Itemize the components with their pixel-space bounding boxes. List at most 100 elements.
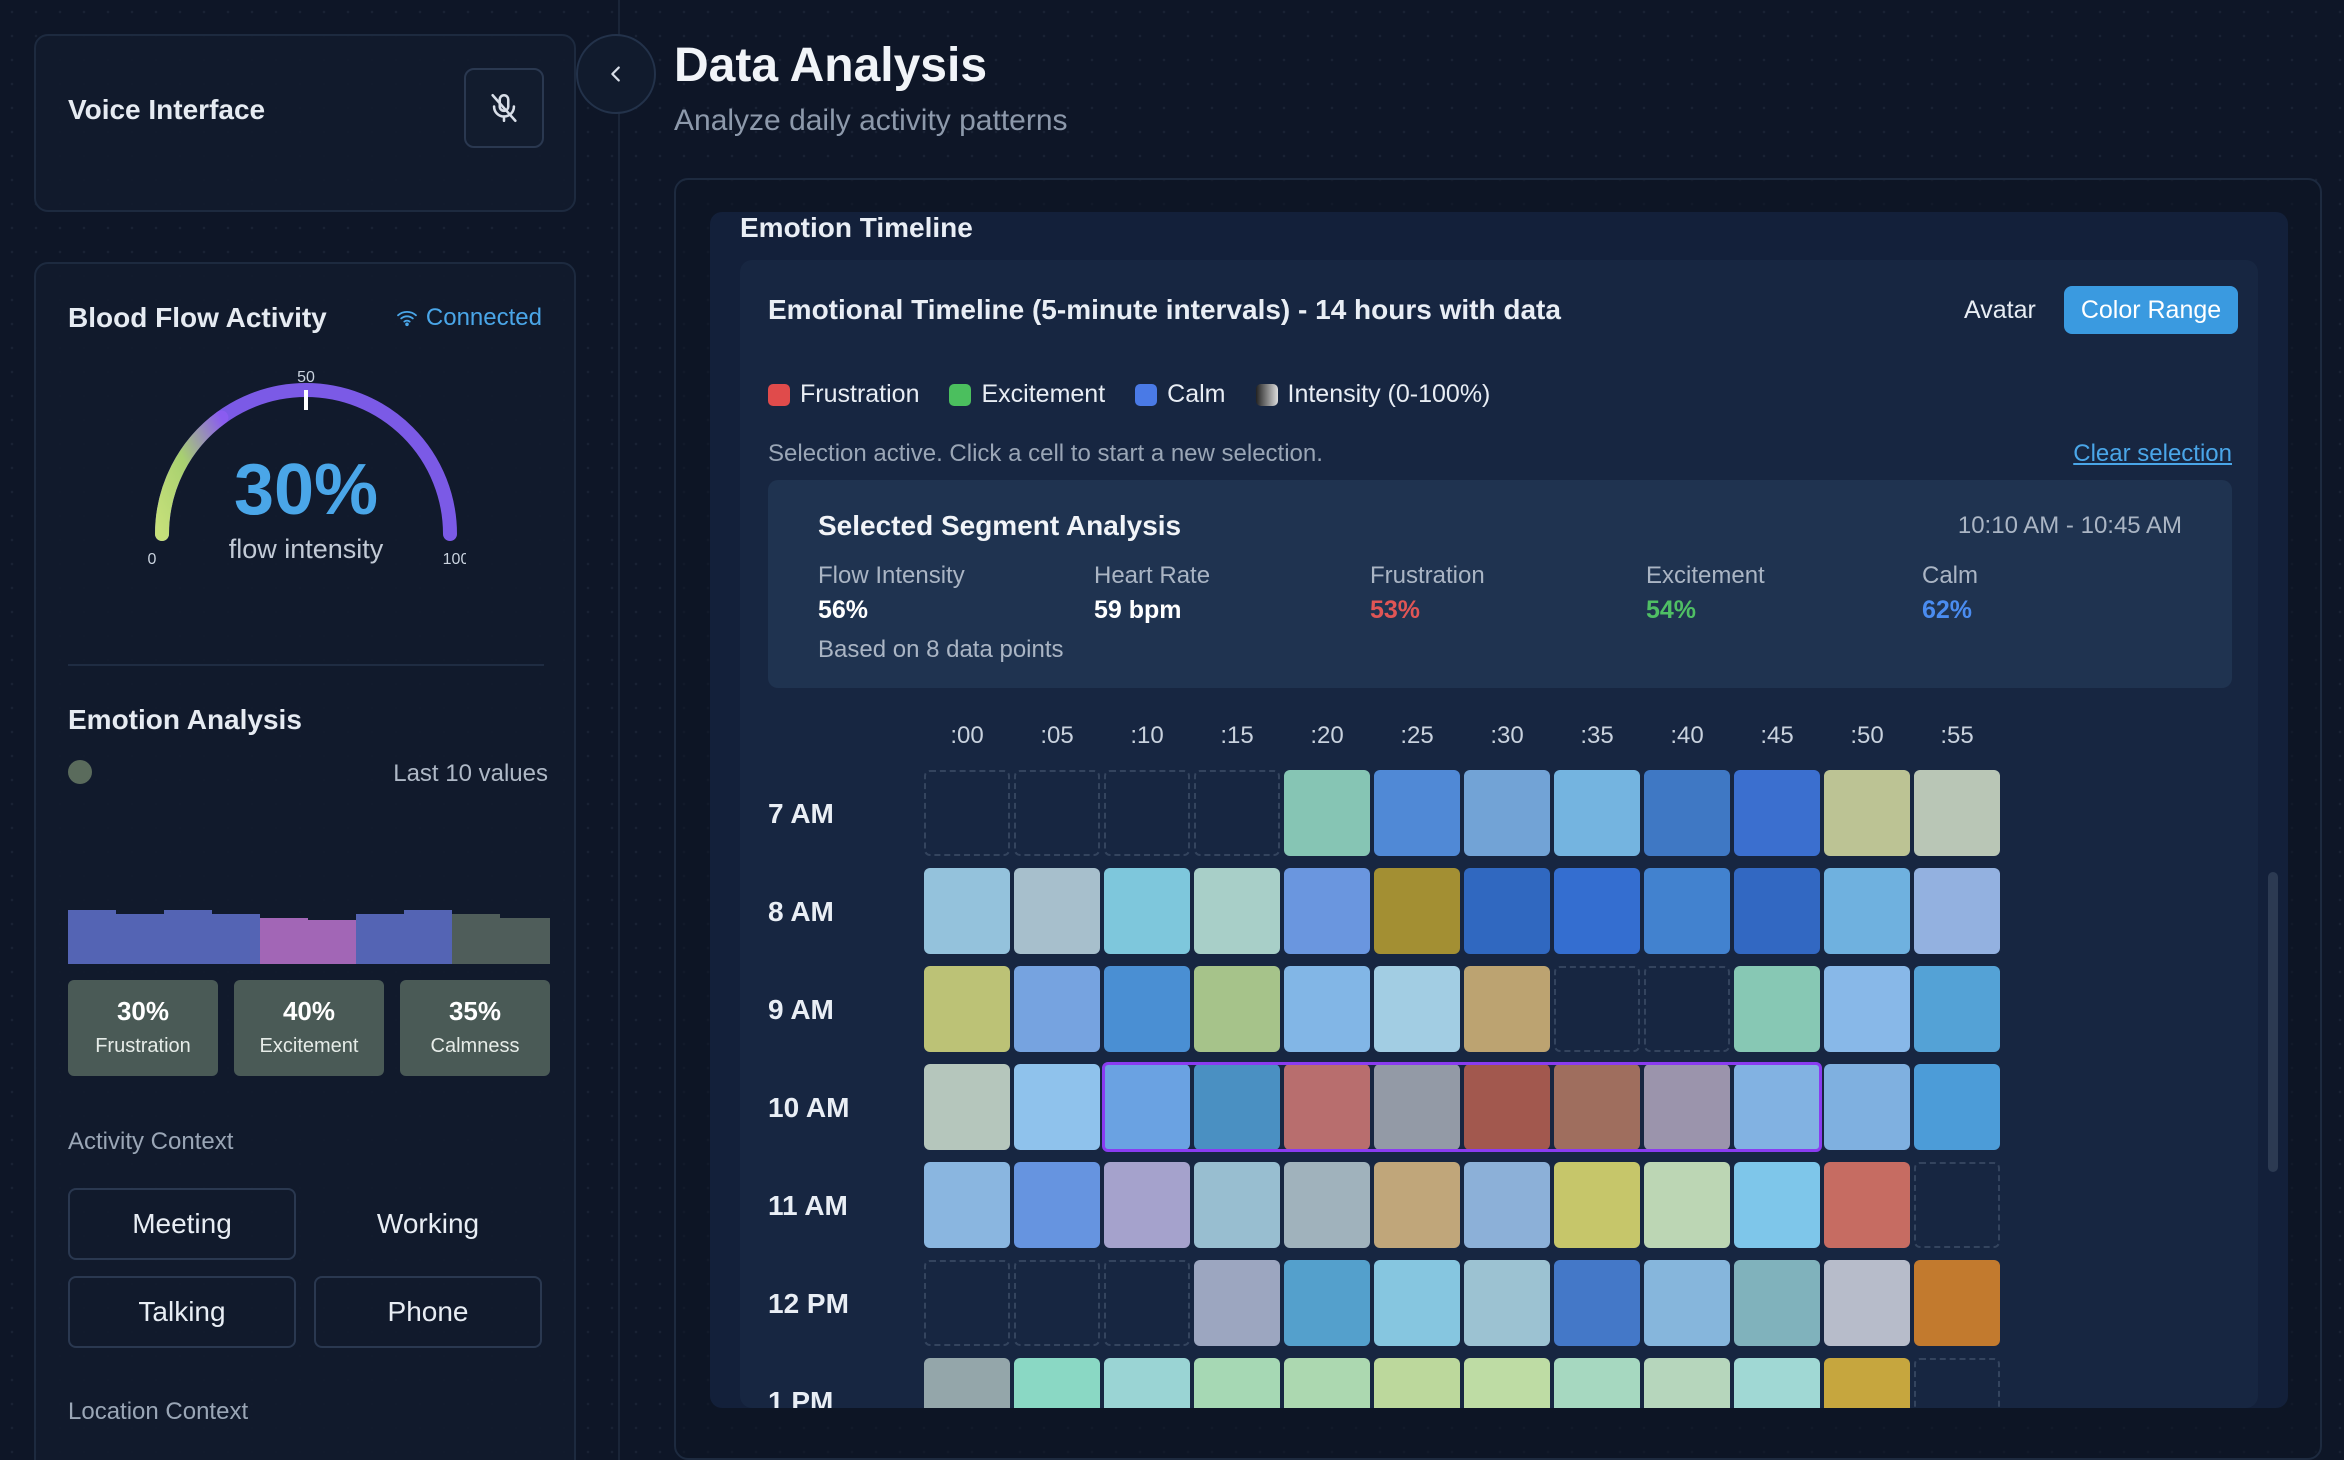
- timeline-cell[interactable]: [1194, 966, 1280, 1052]
- timeline-cell[interactable]: [924, 1064, 1010, 1150]
- timeline-cell[interactable]: [1824, 868, 1910, 954]
- timeline-cell-empty[interactable]: [1554, 966, 1640, 1052]
- timeline-cell[interactable]: [1554, 1358, 1640, 1408]
- timeline-cell[interactable]: [1734, 1162, 1820, 1248]
- timeline-cell-empty[interactable]: [1914, 1162, 2000, 1248]
- timeline-cell[interactable]: [1284, 966, 1370, 1052]
- wifi-icon: [397, 311, 417, 327]
- timeline-cell[interactable]: [1554, 1162, 1640, 1248]
- timeline-cell[interactable]: [1284, 770, 1370, 856]
- timeline-cell[interactable]: [1914, 1064, 2000, 1150]
- activity-meeting-button[interactable]: Meeting: [68, 1188, 296, 1260]
- timeline-cell[interactable]: [1554, 1260, 1640, 1346]
- timeline-cell[interactable]: [1014, 1064, 1100, 1150]
- timeline-cell[interactable]: [1554, 1064, 1640, 1150]
- timeline-cell[interactable]: [1374, 1260, 1460, 1346]
- sidebar: Voice Interface Blood Flow Activity Conn…: [0, 0, 620, 1460]
- timeline-cell[interactable]: [1824, 966, 1910, 1052]
- timeline-cell[interactable]: [1104, 1162, 1190, 1248]
- timeline-cell[interactable]: [1554, 770, 1640, 856]
- timeline-cell[interactable]: [1284, 1064, 1370, 1150]
- timeline-cell[interactable]: [924, 1358, 1010, 1408]
- timeline-cell[interactable]: [1374, 966, 1460, 1052]
- timeline-cell[interactable]: [1194, 1162, 1280, 1248]
- timeline-cell-empty[interactable]: [924, 770, 1010, 856]
- column-header: :10: [1130, 722, 1164, 749]
- mic-toggle-button[interactable]: [464, 68, 544, 148]
- timeline-cell[interactable]: [1194, 1064, 1280, 1150]
- timeline-cell[interactable]: [1914, 770, 2000, 856]
- timeline-cell[interactable]: [1914, 868, 2000, 954]
- timeline-cell[interactable]: [924, 868, 1010, 954]
- timeline-cell-empty[interactable]: [1014, 1260, 1100, 1346]
- timeline-cell[interactable]: [1374, 1162, 1460, 1248]
- timeline-cell[interactable]: [1284, 1260, 1370, 1346]
- timeline-cell[interactable]: [1644, 868, 1730, 954]
- timeline-cell[interactable]: [1734, 1358, 1820, 1408]
- timeline-cell[interactable]: [1644, 1260, 1730, 1346]
- timeline-cell[interactable]: [1914, 966, 2000, 1052]
- timeline-cell[interactable]: [1374, 868, 1460, 954]
- timeline-cell[interactable]: [924, 966, 1010, 1052]
- timeline-cell-empty[interactable]: [924, 1260, 1010, 1346]
- timeline-cell[interactable]: [1824, 1064, 1910, 1150]
- timeline-cell[interactable]: [1284, 1162, 1370, 1248]
- activity-phone-button[interactable]: Phone: [314, 1276, 542, 1348]
- timeline-cell[interactable]: [1014, 1162, 1100, 1248]
- timeline-cell[interactable]: [1374, 1064, 1460, 1150]
- timeline-cell[interactable]: [1374, 770, 1460, 856]
- timeline-cell[interactable]: [1464, 770, 1550, 856]
- timeline-cell[interactable]: [1464, 966, 1550, 1052]
- activity-working-button[interactable]: Working: [376, 1208, 480, 1239]
- timeline-cell[interactable]: [1464, 1064, 1550, 1150]
- timeline-cell[interactable]: [1104, 868, 1190, 954]
- timeline-cell[interactable]: [1734, 770, 1820, 856]
- timeline-cell[interactable]: [1194, 1260, 1280, 1346]
- timeline-cell[interactable]: [1644, 1358, 1730, 1408]
- timeline-cell[interactable]: [1554, 868, 1640, 954]
- timeline-cell[interactable]: [1824, 1260, 1910, 1346]
- timeline-cell[interactable]: [1284, 1358, 1370, 1408]
- timeline-cell[interactable]: [1644, 770, 1730, 856]
- timeline-cell-empty[interactable]: [1104, 770, 1190, 856]
- collapse-sidebar-button[interactable]: [576, 34, 656, 114]
- scrollbar[interactable]: [2268, 872, 2278, 1172]
- timeline-cell[interactable]: [1824, 1162, 1910, 1248]
- timeline-cell[interactable]: [1464, 1162, 1550, 1248]
- timeline-cell[interactable]: [1014, 966, 1100, 1052]
- connection-status-label: Connected: [425, 304, 542, 331]
- timeline-cell[interactable]: [1734, 1260, 1820, 1346]
- timeline-cell[interactable]: [1734, 868, 1820, 954]
- color-range-button[interactable]: Color Range: [2064, 286, 2238, 334]
- timeline-cell[interactable]: [1194, 868, 1280, 954]
- timeline-cell[interactable]: [1104, 1358, 1190, 1408]
- timeline-cell[interactable]: [1014, 1358, 1100, 1408]
- timeline-cell[interactable]: [1644, 1162, 1730, 1248]
- timeline-cell[interactable]: [1374, 1358, 1460, 1408]
- activity-talking-button[interactable]: Talking: [68, 1276, 296, 1348]
- timeline-cell[interactable]: [924, 1162, 1010, 1248]
- timeline-cell[interactable]: [1464, 868, 1550, 954]
- column-header: :45: [1760, 722, 1794, 749]
- gauge-fill: [155, 410, 229, 541]
- timeline-cell[interactable]: [1734, 966, 1820, 1052]
- timeline-cell[interactable]: [1824, 770, 1910, 856]
- timeline-cell[interactable]: [1824, 1358, 1910, 1408]
- timeline-cell[interactable]: [1464, 1260, 1550, 1346]
- timeline-cell[interactable]: [1194, 1358, 1280, 1408]
- timeline-cell[interactable]: [1734, 1064, 1820, 1150]
- timeline-cell-empty[interactable]: [1194, 770, 1280, 856]
- clear-selection-link[interactable]: Clear selection: [2073, 440, 2232, 467]
- timeline-cell[interactable]: [1914, 1260, 2000, 1346]
- timeline-cell-empty[interactable]: [1104, 1260, 1190, 1346]
- timeline-cell-empty[interactable]: [1914, 1358, 2000, 1408]
- timeline-cell-empty[interactable]: [1644, 966, 1730, 1052]
- timeline-cell[interactable]: [1014, 868, 1100, 954]
- timeline-cell[interactable]: [1104, 966, 1190, 1052]
- avatar-mode-button[interactable]: Avatar: [1964, 295, 2036, 324]
- timeline-cell[interactable]: [1104, 1064, 1190, 1150]
- timeline-cell[interactable]: [1644, 1064, 1730, 1150]
- timeline-cell[interactable]: [1284, 868, 1370, 954]
- timeline-cell-empty[interactable]: [1014, 770, 1100, 856]
- timeline-cell[interactable]: [1464, 1358, 1550, 1408]
